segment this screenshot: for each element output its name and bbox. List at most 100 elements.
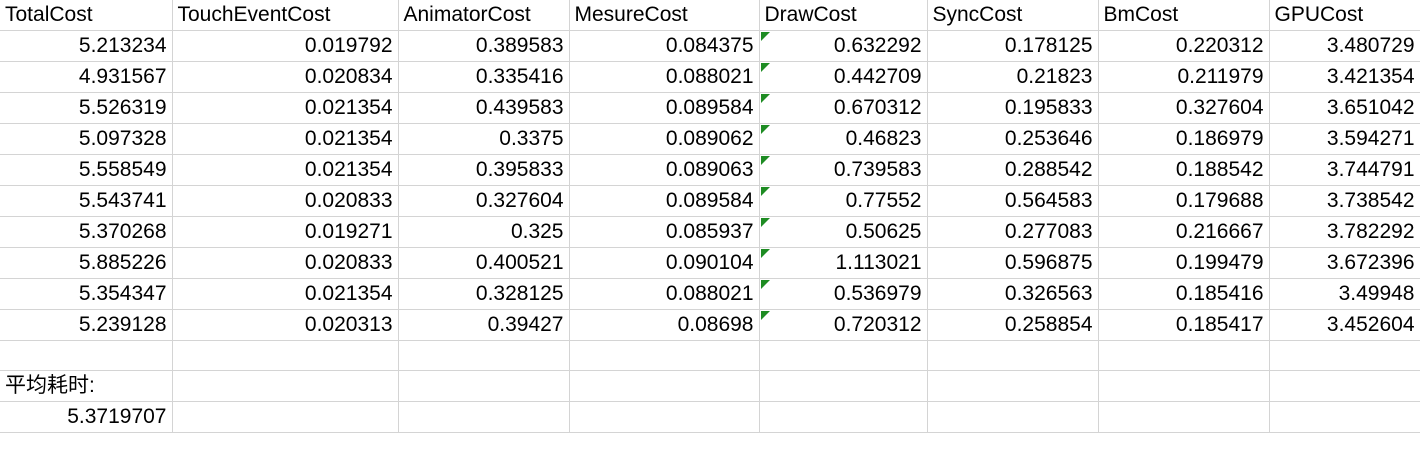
data-cell[interactable]: 0.258854 [927, 309, 1099, 341]
data-cell[interactable]: 0.178125 [927, 30, 1099, 62]
data-cell[interactable]: 0.089062 [569, 123, 760, 155]
data-cell[interactable]: 0.395833 [398, 154, 570, 186]
data-cell[interactable]: 0.188542 [1098, 154, 1270, 186]
data-cell[interactable]: 0.328125 [398, 278, 570, 310]
data-cell[interactable]: 0.389583 [398, 30, 570, 62]
empty-cell[interactable] [172, 370, 399, 402]
data-cell[interactable]: 0.020833 [172, 247, 399, 279]
empty-cell[interactable] [398, 340, 570, 371]
data-cell[interactable]: 0.720312 [759, 309, 928, 341]
data-cell[interactable]: 0.77552 [759, 185, 928, 217]
empty-cell[interactable] [759, 370, 928, 402]
empty-cell[interactable] [927, 401, 1099, 433]
data-cell[interactable]: 0.185416 [1098, 278, 1270, 310]
data-cell[interactable]: 0.090104 [569, 247, 760, 279]
empty-cell[interactable] [398, 370, 570, 402]
data-cell[interactable]: 0.021354 [172, 92, 399, 124]
empty-cell[interactable] [1098, 401, 1270, 433]
data-cell[interactable]: 0.288542 [927, 154, 1099, 186]
data-cell[interactable]: 0.020313 [172, 309, 399, 341]
empty-cell[interactable] [1098, 370, 1270, 402]
empty-cell[interactable] [1098, 340, 1270, 371]
data-cell[interactable]: 0.596875 [927, 247, 1099, 279]
data-cell[interactable]: 0.089584 [569, 185, 760, 217]
empty-cell[interactable] [172, 340, 399, 371]
empty-cell[interactable] [0, 340, 173, 371]
data-cell[interactable]: 0.335416 [398, 61, 570, 93]
data-cell[interactable]: 0.564583 [927, 185, 1099, 217]
data-cell[interactable]: 0.211979 [1098, 61, 1270, 93]
data-cell[interactable]: 0.088021 [569, 61, 760, 93]
data-cell[interactable]: 0.179688 [1098, 185, 1270, 217]
data-cell[interactable]: 0.020833 [172, 185, 399, 217]
data-cell[interactable]: 0.21823 [927, 61, 1099, 93]
data-cell[interactable]: 0.253646 [927, 123, 1099, 155]
header-cell-3[interactable]: MesureCost [569, 0, 760, 31]
data-cell[interactable]: 3.452604 [1269, 309, 1420, 341]
data-cell[interactable]: 0.021354 [172, 154, 399, 186]
empty-cell[interactable] [927, 370, 1099, 402]
data-cell[interactable]: 3.672396 [1269, 247, 1420, 279]
data-cell[interactable]: 5.885226 [0, 247, 173, 279]
data-cell[interactable]: 0.46823 [759, 123, 928, 155]
data-cell[interactable]: 0.670312 [759, 92, 928, 124]
data-cell[interactable]: 5.239128 [0, 309, 173, 341]
empty-cell[interactable] [1269, 401, 1420, 433]
data-cell[interactable]: 3.738542 [1269, 185, 1420, 217]
data-cell[interactable]: 0.199479 [1098, 247, 1270, 279]
data-cell[interactable]: 4.931567 [0, 61, 173, 93]
empty-cell[interactable] [569, 340, 760, 371]
empty-cell[interactable] [1269, 370, 1420, 402]
empty-cell[interactable] [927, 340, 1099, 371]
empty-cell[interactable] [569, 370, 760, 402]
data-cell[interactable]: 0.3375 [398, 123, 570, 155]
data-cell[interactable]: 3.49948 [1269, 278, 1420, 310]
data-cell[interactable]: 0.277083 [927, 216, 1099, 248]
data-cell[interactable]: 0.439583 [398, 92, 570, 124]
summary-value-cell[interactable]: 5.3719707 [0, 401, 173, 433]
empty-cell[interactable] [1269, 340, 1420, 371]
data-cell[interactable]: 0.088021 [569, 278, 760, 310]
data-cell[interactable]: 0.739583 [759, 154, 928, 186]
data-cell[interactable]: 0.326563 [927, 278, 1099, 310]
header-cell-1[interactable]: TouchEventCost [172, 0, 399, 31]
data-cell[interactable]: 3.480729 [1269, 30, 1420, 62]
empty-cell[interactable] [759, 401, 928, 433]
data-cell[interactable]: 1.113021 [759, 247, 928, 279]
data-cell[interactable]: 0.327604 [1098, 92, 1270, 124]
data-cell[interactable]: 0.220312 [1098, 30, 1270, 62]
header-cell-5[interactable]: SyncCost [927, 0, 1099, 31]
data-cell[interactable]: 5.354347 [0, 278, 173, 310]
data-cell[interactable]: 0.400521 [398, 247, 570, 279]
header-cell-2[interactable]: AnimatorCost [398, 0, 570, 31]
data-cell[interactable]: 0.084375 [569, 30, 760, 62]
header-cell-4[interactable]: DrawCost [759, 0, 928, 31]
empty-cell[interactable] [569, 401, 760, 433]
data-cell[interactable]: 0.536979 [759, 278, 928, 310]
empty-cell[interactable] [172, 401, 399, 433]
data-cell[interactable]: 5.543741 [0, 185, 173, 217]
header-cell-7[interactable]: GPUCost [1269, 0, 1420, 31]
data-cell[interactable]: 5.213234 [0, 30, 173, 62]
data-cell[interactable]: 3.782292 [1269, 216, 1420, 248]
data-cell[interactable]: 0.216667 [1098, 216, 1270, 248]
data-cell[interactable]: 0.021354 [172, 123, 399, 155]
data-cell[interactable]: 0.39427 [398, 309, 570, 341]
data-cell[interactable]: 0.08698 [569, 309, 760, 341]
data-cell[interactable]: 0.085937 [569, 216, 760, 248]
data-cell[interactable]: 0.089584 [569, 92, 760, 124]
data-cell[interactable]: 3.744791 [1269, 154, 1420, 186]
data-cell[interactable]: 0.327604 [398, 185, 570, 217]
data-cell[interactable]: 0.632292 [759, 30, 928, 62]
data-cell[interactable]: 0.019271 [172, 216, 399, 248]
data-cell[interactable]: 0.019792 [172, 30, 399, 62]
data-cell[interactable]: 0.089063 [569, 154, 760, 186]
empty-cell[interactable] [398, 401, 570, 433]
data-cell[interactable]: 3.651042 [1269, 92, 1420, 124]
header-cell-6[interactable]: BmCost [1098, 0, 1270, 31]
data-cell[interactable]: 0.021354 [172, 278, 399, 310]
data-cell[interactable]: 0.020834 [172, 61, 399, 93]
data-cell[interactable]: 0.185417 [1098, 309, 1270, 341]
data-cell[interactable]: 0.442709 [759, 61, 928, 93]
data-cell[interactable]: 5.370268 [0, 216, 173, 248]
